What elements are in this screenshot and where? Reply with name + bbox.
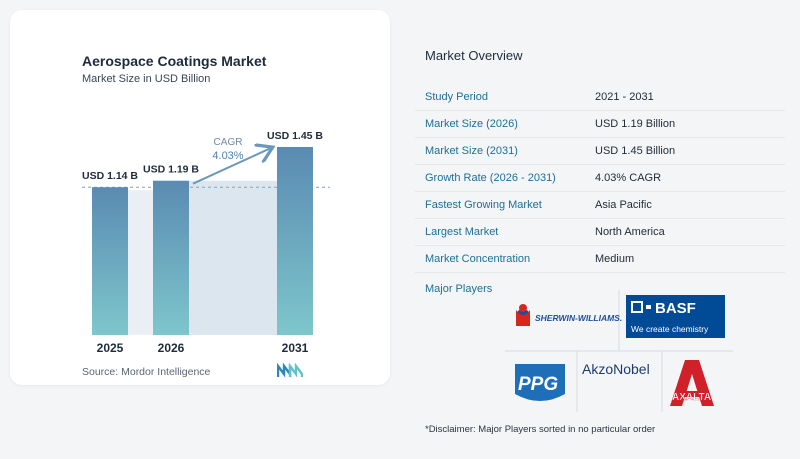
ppg-logo-icon bbox=[515, 364, 565, 401]
row-label: Market Concentration bbox=[425, 253, 531, 265]
table-row: Market Size (2031) USD 1.45 Billion bbox=[415, 138, 785, 165]
bar-2026 bbox=[153, 180, 189, 335]
chart-subtitle: Market Size in USD Billion bbox=[82, 73, 211, 85]
major-players-title: Major Players bbox=[425, 283, 493, 295]
row-label: Market Size (2031) bbox=[425, 145, 518, 157]
bar-2031 bbox=[277, 147, 313, 335]
forecast-shade bbox=[189, 180, 277, 335]
bar-chart: USD 1.14 B 2025 USD 1.19 B 2026 USD 1.45 B 20… bbox=[82, 130, 330, 355]
cagr-arrow bbox=[192, 148, 271, 185]
row-value: North America bbox=[595, 226, 665, 238]
akzonobel-logo-text: AkzoNobel bbox=[582, 361, 650, 377]
sherwin-logo-text: SHERWIN-WILLIAMS. bbox=[535, 313, 622, 323]
history-shade bbox=[128, 190, 153, 335]
table-row: Fastest Growing Market Asia Pacific bbox=[415, 192, 785, 219]
sherwin-williams-logo-icon bbox=[516, 304, 530, 326]
overview-table: Study Period 2021 - 2031 Market Size (20… bbox=[415, 84, 785, 273]
row-label: Fastest Growing Market bbox=[425, 199, 542, 211]
basf-logo-text: BASF bbox=[655, 300, 696, 317]
row-value: USD 1.19 Billion bbox=[595, 118, 676, 130]
x-tick-2031: 2031 bbox=[282, 341, 309, 355]
row-label: Market Size (2026) bbox=[425, 118, 518, 130]
row-value: Asia Pacific bbox=[595, 199, 652, 211]
x-tick-2026: 2026 bbox=[158, 341, 185, 355]
row-value: 2021 - 2031 bbox=[595, 91, 654, 103]
cagr-value: 4.03% bbox=[212, 150, 243, 162]
table-row: Market Concentration Medium bbox=[415, 246, 785, 273]
table-row: Study Period 2021 - 2031 bbox=[415, 84, 785, 111]
overview-title: Market Overview bbox=[425, 48, 523, 63]
row-label: Study Period bbox=[425, 91, 488, 103]
bar-2025 bbox=[92, 187, 128, 335]
table-row: Growth Rate (2026 - 2031) 4.03% CAGR bbox=[415, 165, 785, 192]
mordor-logo-icon bbox=[277, 363, 303, 378]
data-label-2031: USD 1.45 B bbox=[267, 130, 323, 142]
axalta-logo-text: AXALTA bbox=[672, 392, 711, 403]
table-row: Market Size (2026) USD 1.19 Billion bbox=[415, 111, 785, 138]
chart-title: Aerospace Coatings Market bbox=[82, 53, 267, 69]
data-label-2026: USD 1.19 B bbox=[143, 164, 199, 176]
cagr-label: CAGR bbox=[214, 137, 243, 148]
basf-tagline: We create chemistry bbox=[631, 324, 709, 334]
row-value: Medium bbox=[595, 253, 635, 265]
row-value: USD 1.45 Billion bbox=[595, 145, 676, 157]
ppg-logo-text: PPG bbox=[518, 374, 558, 395]
row-value: 4.03% CAGR bbox=[595, 172, 662, 184]
source-note: Source: Mordor Intelligence bbox=[82, 366, 211, 378]
table-row: Largest Market North America bbox=[415, 219, 785, 246]
axalta-logo-icon bbox=[670, 360, 714, 406]
row-label: Growth Rate (2026 - 2031) bbox=[425, 172, 556, 184]
basf-logo-icon bbox=[626, 295, 725, 338]
x-tick-2025: 2025 bbox=[97, 341, 124, 355]
data-label-2025: USD 1.14 B bbox=[82, 170, 138, 182]
player-logos: SHERWIN-WILLIAMS. BASF We create chemist… bbox=[505, 290, 733, 412]
disclaimer: *Disclaimer: Major Players sorted in no … bbox=[425, 424, 656, 435]
row-label: Largest Market bbox=[425, 226, 499, 238]
